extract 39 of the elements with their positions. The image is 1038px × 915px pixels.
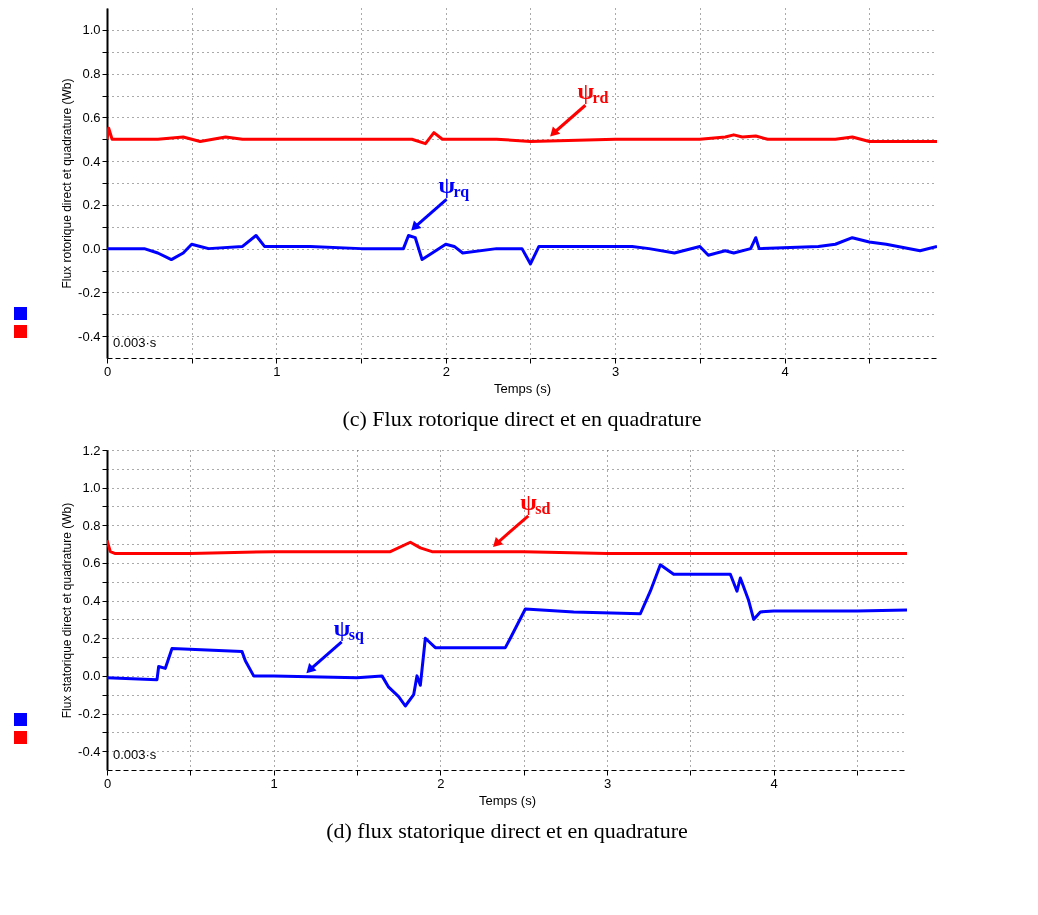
y-tick-label: 0.0 xyxy=(82,668,101,684)
y-axis-title: Flux statorique direct et quadrature (Wb) xyxy=(60,502,75,719)
text: (c) Flux rotorique direct et en quadrature xyxy=(342,406,702,431)
x-tick-label: 2 xyxy=(442,363,450,379)
x-tick-label: 2 xyxy=(437,775,445,791)
x-tick-label: 4 xyxy=(770,775,778,791)
y-tick-label: 1.0 xyxy=(82,480,101,496)
y-tick-label: -0.4 xyxy=(78,328,101,344)
x-axis-title: Temps (s) xyxy=(478,792,537,808)
y-tick-label: 0.4 xyxy=(82,593,101,609)
y-axis-title: Flux rotorique direct et quadrature (Wb) xyxy=(60,78,75,289)
y-tick-label: 0.6 xyxy=(82,109,101,125)
x-axis-title: Temps (s) xyxy=(493,380,552,396)
y-tick-label: 1.0 xyxy=(82,22,101,38)
line-series xyxy=(107,234,937,266)
y-tick-label: 1.2 xyxy=(82,442,101,458)
x-tick-label: 3 xyxy=(612,363,620,379)
x-tick-label: 0 xyxy=(103,775,112,791)
y-tick-label: 0.2 xyxy=(82,197,101,213)
x-tick-label: 1 xyxy=(270,775,278,791)
y-tick-label: 0.4 xyxy=(82,153,101,169)
annotation: 0.003·s xyxy=(113,335,157,350)
annotation: 0.003·s xyxy=(113,747,157,762)
line-series xyxy=(107,126,937,146)
y-tick-label: 0.0 xyxy=(82,241,101,257)
y-tick-label: 0.2 xyxy=(82,630,101,646)
line-series xyxy=(107,538,907,556)
y-tick-label: -0.4 xyxy=(78,743,101,759)
y-tick-label: -0.2 xyxy=(78,706,101,722)
x-tick-label: 1 xyxy=(273,363,281,379)
y-tick-label: -0.2 xyxy=(78,284,101,300)
line-series xyxy=(107,563,907,708)
y-tick-label: 0.8 xyxy=(82,517,101,533)
text: (d) flux statorique direct et en quadrature xyxy=(326,818,688,843)
x-tick-label: 0 xyxy=(103,363,112,379)
x-tick-label: 4 xyxy=(781,363,789,379)
x-tick-label: 3 xyxy=(603,775,612,791)
y-tick-label: 0.6 xyxy=(82,555,101,571)
y-tick-label: 0.8 xyxy=(82,66,101,82)
